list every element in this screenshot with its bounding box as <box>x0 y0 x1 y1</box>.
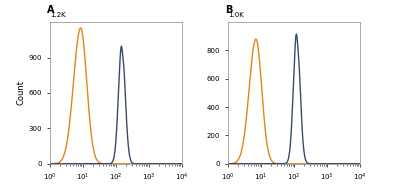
Text: A: A <box>47 5 55 15</box>
Y-axis label: Count: Count <box>16 80 25 105</box>
Text: 1.0K: 1.0K <box>228 12 244 18</box>
Text: 1.2K: 1.2K <box>50 12 66 18</box>
Text: B: B <box>226 5 233 15</box>
